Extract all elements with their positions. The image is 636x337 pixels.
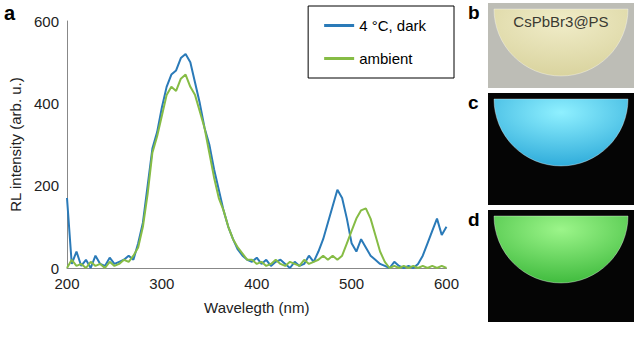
html-text:a: a (4, 2, 16, 24)
svg-text:ambient: ambient (359, 50, 413, 67)
svg-text:400: 400 (34, 95, 59, 112)
svg-text:4 °C, dark: 4 °C, dark (359, 17, 426, 34)
svg-text:200: 200 (54, 275, 79, 292)
svg-text:CsPbBr3@PS: CsPbBr3@PS (513, 13, 608, 30)
svg-text:b: b (468, 2, 480, 23)
svg-text:200: 200 (34, 177, 59, 194)
svg-text:300: 300 (149, 275, 174, 292)
svg-text:600: 600 (434, 275, 459, 292)
svg-text:0: 0 (51, 260, 59, 277)
svg-text:500: 500 (339, 275, 364, 292)
svg-text:RL intensity (arb. u.): RL intensity (arb. u.) (7, 77, 24, 212)
svg-text:600: 600 (34, 13, 59, 30)
svg-text:400: 400 (244, 275, 269, 292)
svg-text:d: d (468, 209, 480, 230)
svg-text:Wavelegth (nm): Wavelegth (nm) (204, 299, 309, 316)
svg-text:c: c (468, 92, 479, 113)
